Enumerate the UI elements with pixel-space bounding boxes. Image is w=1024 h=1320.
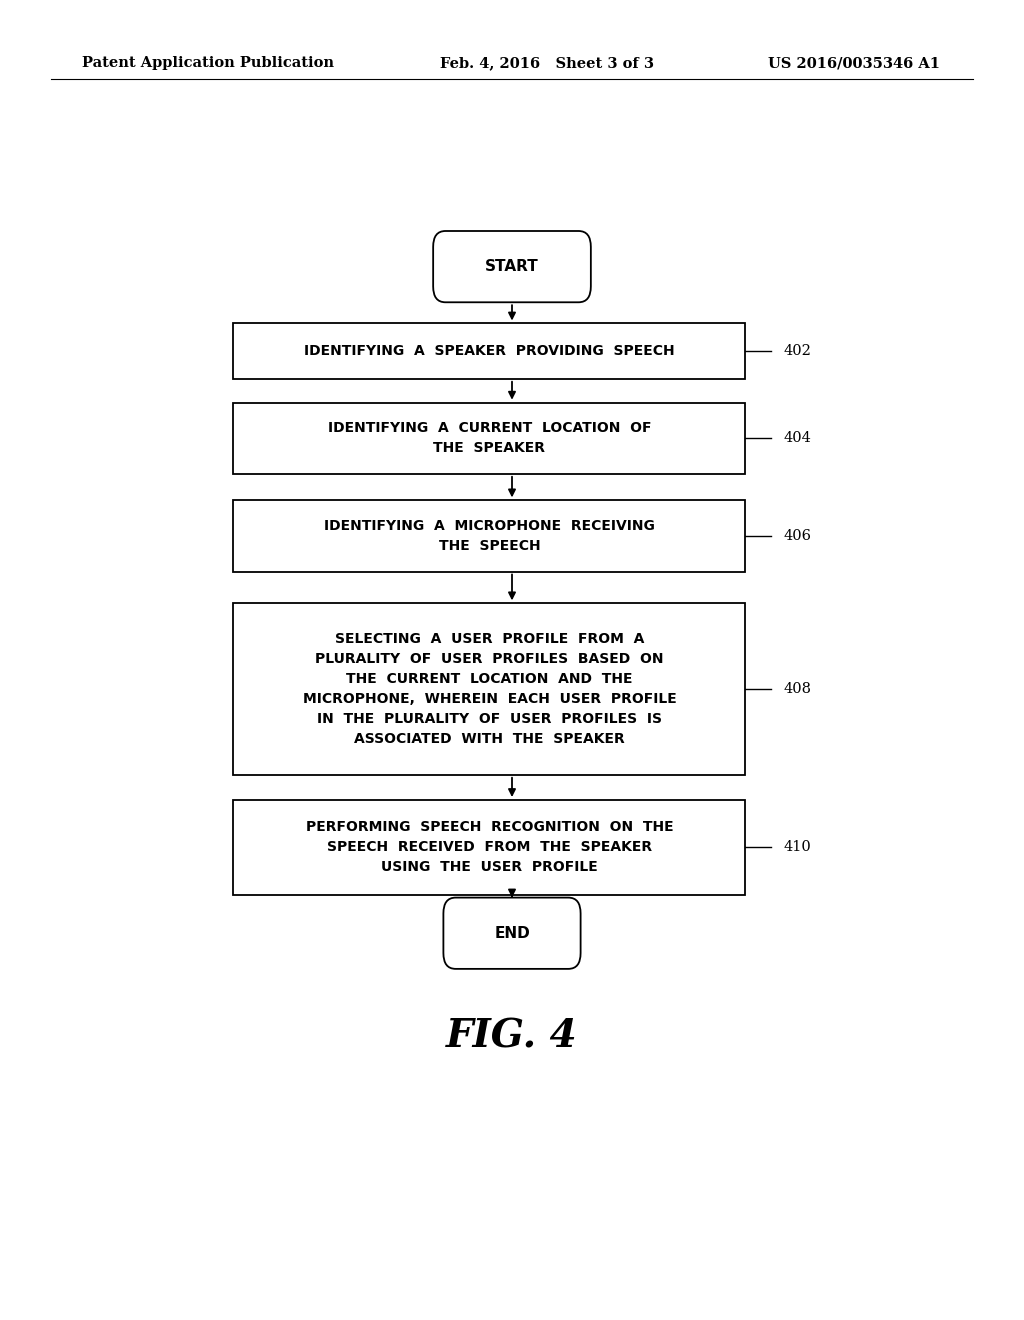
Text: 408: 408	[783, 682, 811, 696]
Text: 404: 404	[783, 432, 811, 445]
Text: 410: 410	[783, 841, 811, 854]
Text: 402: 402	[783, 345, 811, 358]
FancyBboxPatch shape	[443, 898, 581, 969]
Text: 406: 406	[783, 529, 811, 543]
Text: END: END	[495, 925, 529, 941]
Text: IDENTIFYING  A  CURRENT  LOCATION  OF
THE  SPEAKER: IDENTIFYING A CURRENT LOCATION OF THE SP…	[328, 421, 651, 455]
FancyBboxPatch shape	[233, 403, 745, 474]
FancyBboxPatch shape	[233, 323, 745, 379]
Text: IDENTIFYING  A  MICROPHONE  RECEIVING
THE  SPEECH: IDENTIFYING A MICROPHONE RECEIVING THE S…	[324, 519, 655, 553]
Text: START: START	[485, 259, 539, 275]
Text: Patent Application Publication: Patent Application Publication	[82, 57, 334, 70]
FancyBboxPatch shape	[433, 231, 591, 302]
Text: US 2016/0035346 A1: US 2016/0035346 A1	[768, 57, 940, 70]
Text: FIG. 4: FIG. 4	[446, 1018, 578, 1055]
Text: PERFORMING  SPEECH  RECOGNITION  ON  THE
SPEECH  RECEIVED  FROM  THE  SPEAKER
US: PERFORMING SPEECH RECOGNITION ON THE SPE…	[305, 821, 674, 874]
Text: IDENTIFYING  A  SPEAKER  PROVIDING  SPEECH: IDENTIFYING A SPEAKER PROVIDING SPEECH	[304, 345, 675, 358]
FancyBboxPatch shape	[233, 603, 745, 775]
FancyBboxPatch shape	[233, 800, 745, 895]
Text: Feb. 4, 2016   Sheet 3 of 3: Feb. 4, 2016 Sheet 3 of 3	[440, 57, 654, 70]
FancyBboxPatch shape	[233, 500, 745, 572]
Text: SELECTING  A  USER  PROFILE  FROM  A
PLURALITY  OF  USER  PROFILES  BASED  ON
TH: SELECTING A USER PROFILE FROM A PLURALIT…	[303, 632, 676, 746]
